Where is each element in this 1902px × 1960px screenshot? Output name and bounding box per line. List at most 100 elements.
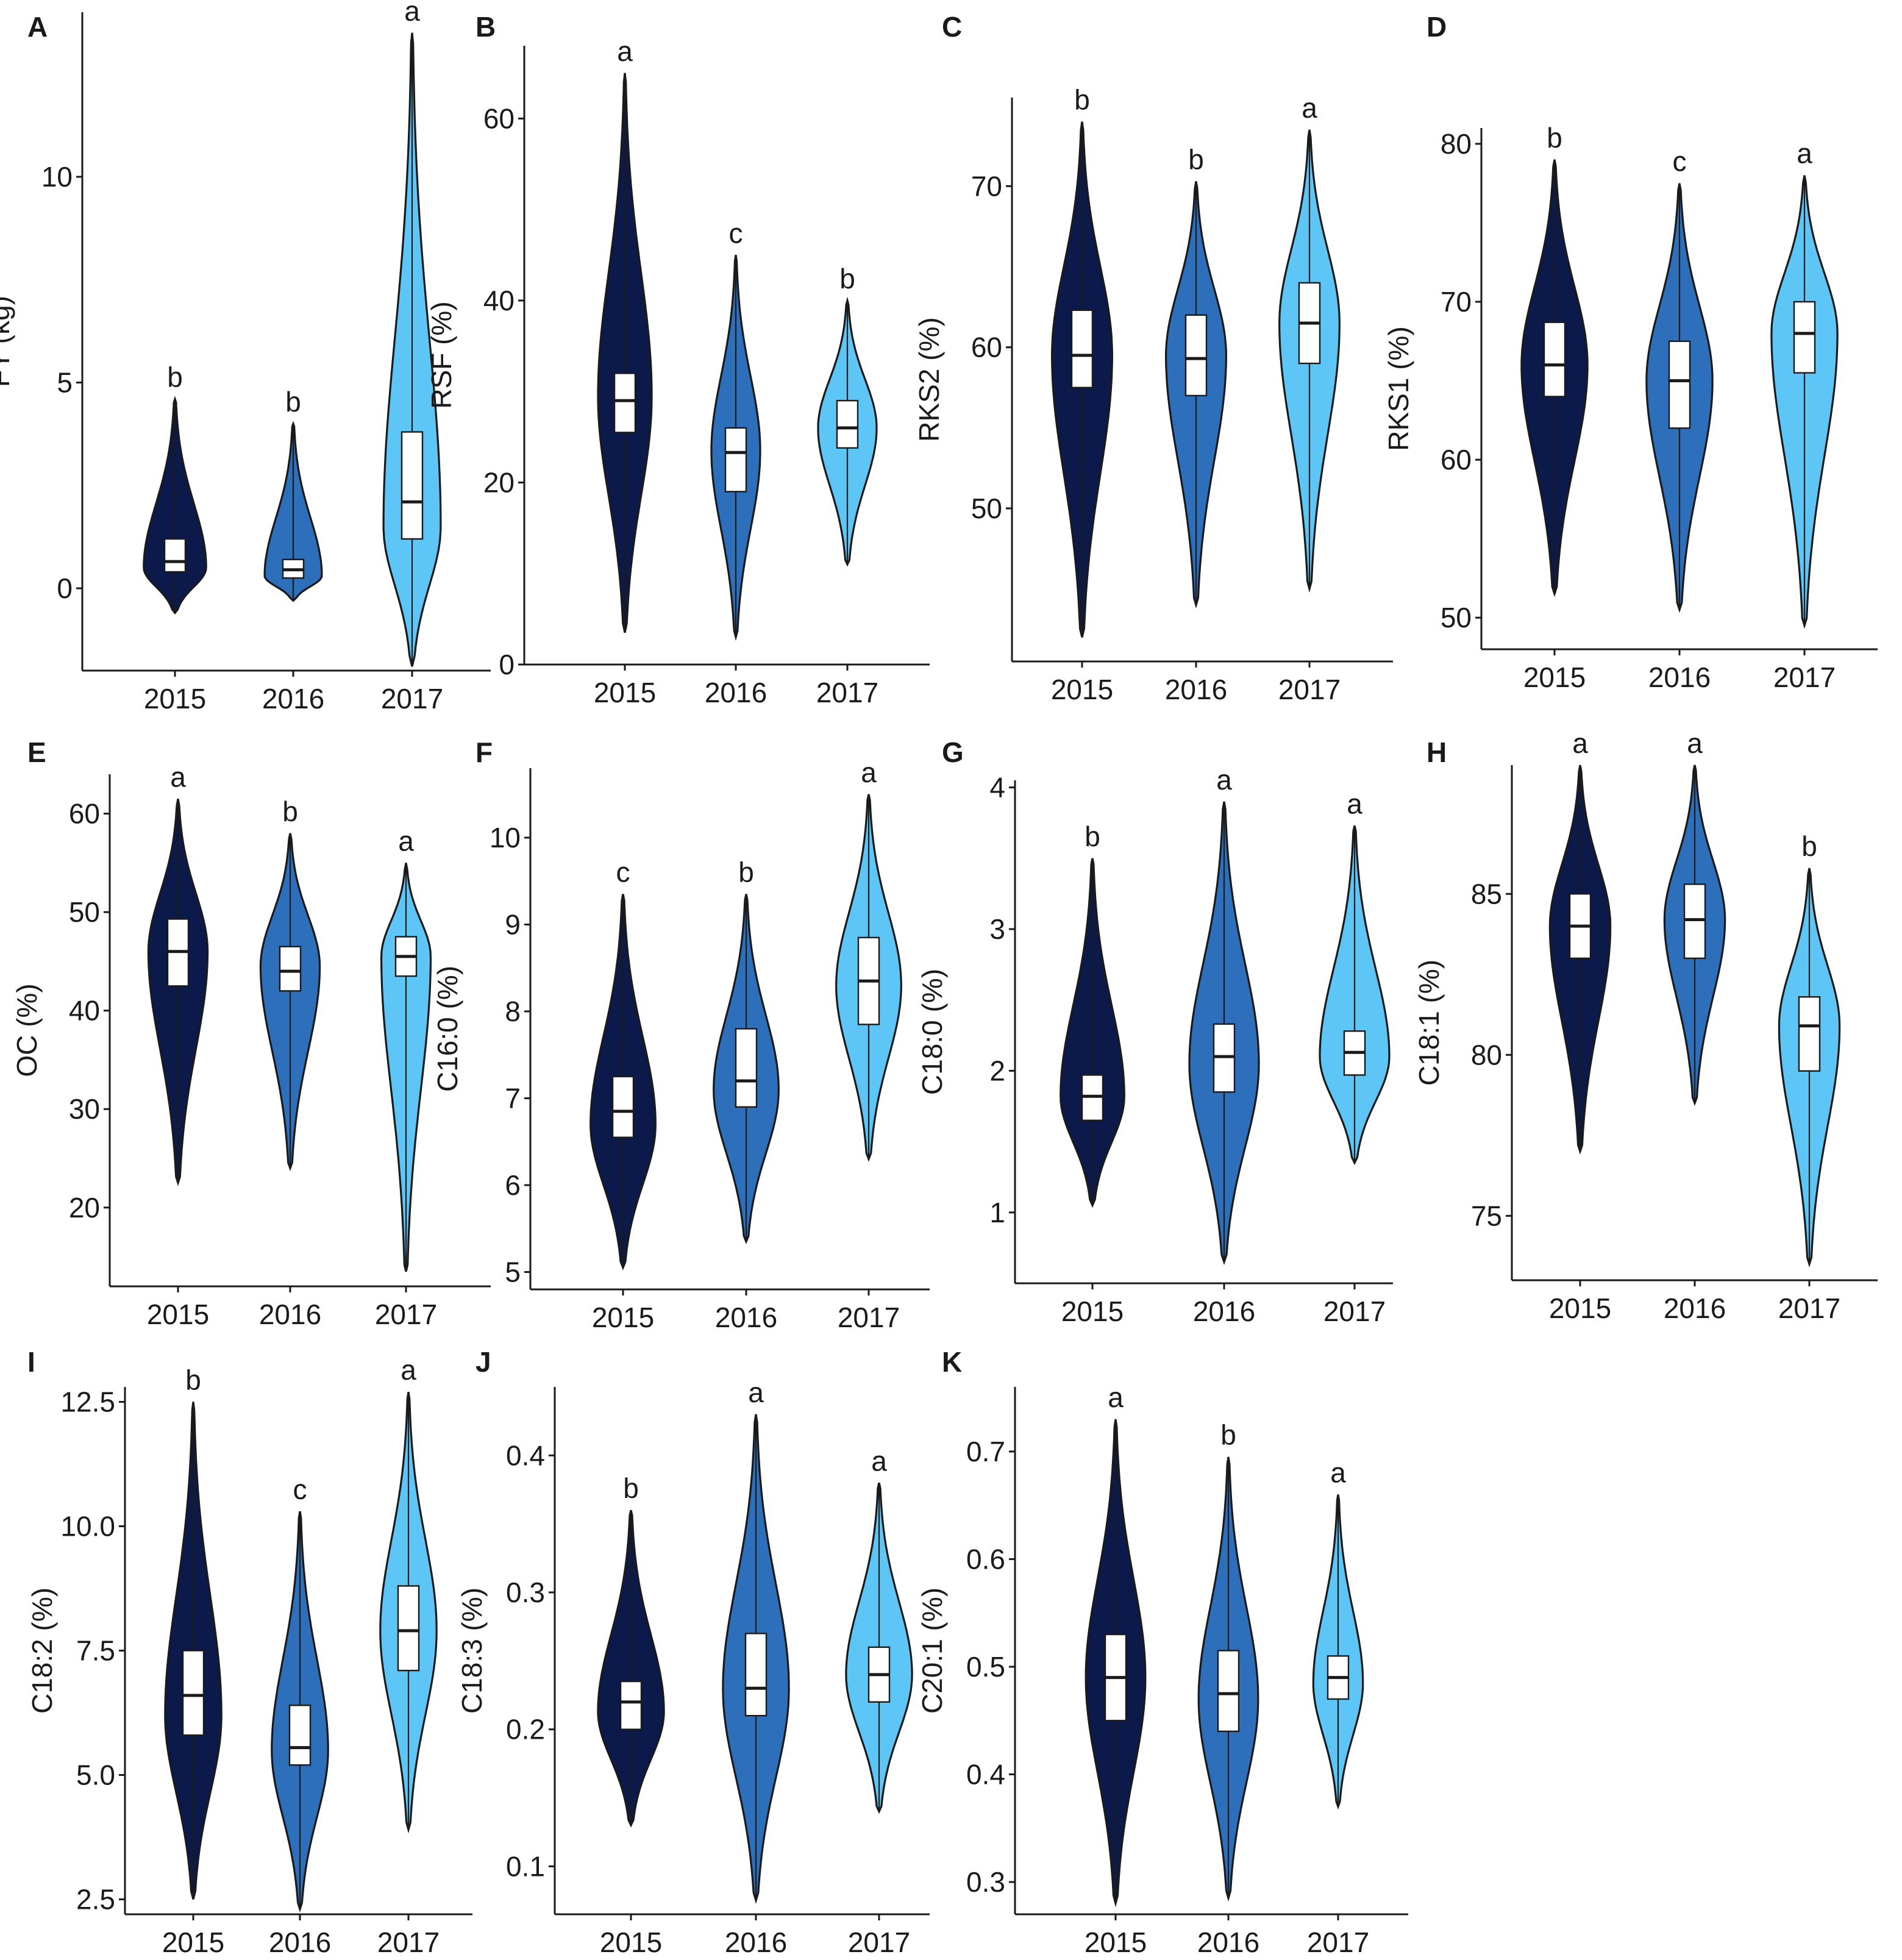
violin-group-2017: a <box>1312 1457 1364 1810</box>
x-tick-label: 2015 <box>1085 1926 1147 1958</box>
y-axis-title: C20:1 (%) <box>916 1588 948 1714</box>
violin-group-2017: a <box>835 757 902 1162</box>
x-tick-label: 2017 <box>1307 1926 1369 1958</box>
y-tick-label: 70 <box>971 170 1002 202</box>
violin-group-2017: b <box>1778 830 1841 1267</box>
y-tick-label: 6 <box>505 1169 521 1201</box>
x-tick-label: 2017 <box>816 677 878 708</box>
significance-letter-2016: b <box>285 386 301 418</box>
y-tick-label: 0.6 <box>966 1543 1005 1575</box>
significance-letter-2015: b <box>167 362 183 393</box>
box-2016 <box>279 946 302 992</box>
significance-letter-2017: a <box>1330 1457 1346 1489</box>
y-axis-title: FY (kg) <box>0 296 15 387</box>
y-tick-label: 10 <box>490 822 521 853</box>
panel-a: A 0 5 10 FY (kg) 2015 2016 2017 b b a <box>0 0 491 715</box>
x-tick-label: 2015 <box>162 1926 224 1958</box>
violin-group-2017: a <box>845 1445 913 1814</box>
x-tick-label: 2016 <box>715 1302 777 1333</box>
significance-letter-2016: a <box>1687 727 1703 759</box>
box-2017 <box>1798 996 1821 1072</box>
y-axis-title: C18:0 (%) <box>916 969 948 1095</box>
y-tick-label: 10 <box>41 161 73 193</box>
x-tick-label: 2017 <box>1778 1292 1840 1324</box>
violin-group-2016: b <box>1197 1419 1259 1902</box>
y-tick-label: 1 <box>989 1197 1005 1228</box>
violin-group-2015: a <box>1085 1381 1147 1908</box>
violin-group-2016: b <box>1164 143 1228 609</box>
y-tick-label: 40 <box>483 285 515 316</box>
significance-letter-2017: a <box>1302 92 1317 124</box>
significance-letter-2017: a <box>871 1445 887 1477</box>
y-tick-label: 0.1 <box>506 1850 545 1882</box>
x-tick-label: 2016 <box>1197 1926 1259 1958</box>
x-tick-label: 2016 <box>262 683 324 715</box>
violin-group-2016: a <box>722 1377 790 1905</box>
violin-group-2015: b <box>143 362 207 615</box>
y-tick-label: 5.0 <box>76 1759 115 1791</box>
significance-letter-2017: b <box>1801 830 1817 862</box>
significance-letter-2017: b <box>839 263 855 294</box>
box-2016 <box>1668 340 1691 429</box>
x-tick-label: 2017 <box>1773 661 1836 693</box>
x-tick-label: 2015 <box>594 677 656 708</box>
significance-letter-2015: b <box>185 1364 201 1395</box>
y-tick-label: 0.7 <box>966 1436 1005 1467</box>
y-tick-label: 60 <box>483 102 515 134</box>
x-tick-label: 2015 <box>1061 1295 1124 1327</box>
y-tick-label: 40 <box>69 995 100 1027</box>
significance-letter-2015: c <box>616 857 630 888</box>
y-tick-label: 12.5 <box>60 1386 115 1417</box>
significance-letter-2015: b <box>623 1472 639 1504</box>
box-2015 <box>1543 321 1566 397</box>
y-tick-label: 50 <box>1441 602 1472 633</box>
significance-letter-2016: b <box>1188 143 1204 175</box>
box-2015 <box>182 1650 205 1736</box>
significance-letter-2015: a <box>1572 727 1588 759</box>
violin-group-2015: b <box>1520 122 1589 597</box>
x-tick-label: 2015 <box>1523 661 1586 693</box>
y-tick-label: 3 <box>989 913 1005 945</box>
violin-group-2016: a <box>1188 764 1260 1266</box>
significance-letter-2016: c <box>293 1474 307 1505</box>
panel-letter: G <box>942 736 964 768</box>
x-tick-label: 2015 <box>147 1299 209 1330</box>
significance-letter-2016: b <box>282 796 298 827</box>
panel-letter: F <box>476 736 493 768</box>
box-2016 <box>1683 883 1706 960</box>
significance-letter-2015: a <box>170 761 186 793</box>
box-2015 <box>613 372 636 433</box>
violin-group-2017: a <box>1278 92 1341 593</box>
y-axis-title: C18:2 (%) <box>26 1588 58 1714</box>
y-axis-title: C18:1 (%) <box>1413 960 1445 1086</box>
y-tick-label: 8 <box>505 996 521 1027</box>
significance-letter-2017: a <box>401 1354 416 1386</box>
significance-letter-2015: a <box>1108 1381 1124 1413</box>
violin-group-2015: b <box>1060 821 1125 1208</box>
violin-group-2015: a <box>1548 727 1612 1155</box>
violin-group-2015: a <box>147 761 209 1186</box>
panel-c: C 50 60 70 RKS2 (%) 2015 2016 2017 b b a <box>913 11 1393 705</box>
significance-letter-2016: a <box>748 1377 764 1408</box>
box-2017 <box>397 1585 420 1672</box>
violin-group-2017: a <box>1319 788 1391 1166</box>
x-tick-label: 2016 <box>269 1926 331 1958</box>
violin-group-2017: a <box>380 825 432 1272</box>
significance-letter-2015: b <box>1547 122 1562 154</box>
y-axis-title: C18:3 (%) <box>456 1588 488 1714</box>
x-tick-label: 2016 <box>1648 661 1711 693</box>
box-2015 <box>611 1075 635 1138</box>
panel-letter: H <box>1427 736 1447 768</box>
y-tick-label: 5 <box>57 367 73 399</box>
y-tick-label: 0.4 <box>966 1759 1005 1791</box>
y-tick-label: 0 <box>499 649 515 680</box>
y-tick-label: 30 <box>69 1093 100 1125</box>
x-tick-label: 2017 <box>1323 1295 1386 1327</box>
y-tick-label: 0 <box>57 572 73 604</box>
violin-group-2016: c <box>1645 146 1714 613</box>
panel-letter: C <box>942 11 962 43</box>
violin-group-2016: c <box>710 217 761 641</box>
significance-letter-2016: c <box>729 217 743 249</box>
significance-letter-2015: b <box>1085 821 1100 852</box>
box-2016 <box>744 1633 768 1717</box>
